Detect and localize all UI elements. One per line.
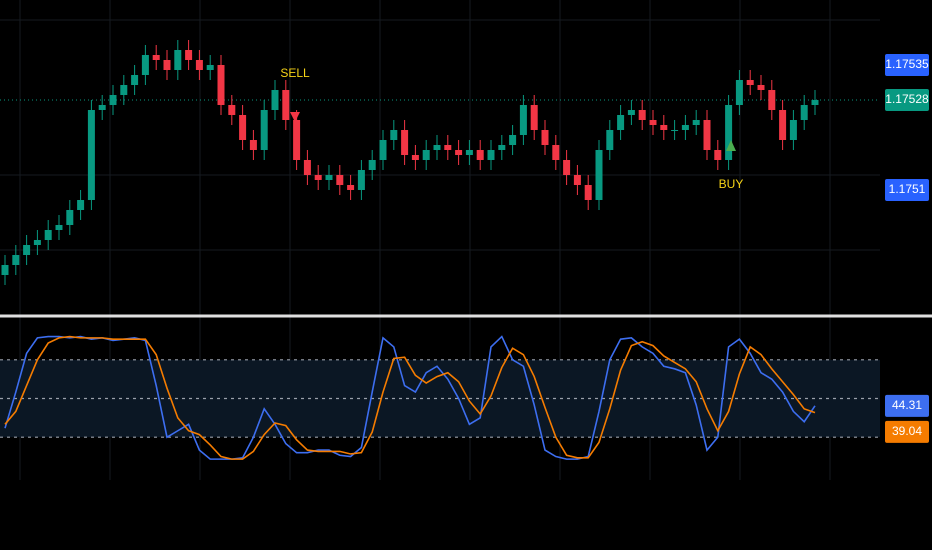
- price-badge-label: 1.17535: [885, 57, 929, 71]
- value-badge: [885, 394, 929, 417]
- candle-body: [303, 160, 311, 175]
- candle-body: [109, 95, 117, 105]
- candle-body: [671, 130, 679, 131]
- candle-body: [530, 105, 538, 130]
- candle-body: [249, 140, 257, 150]
- candle-body: [23, 245, 31, 255]
- signal-label: BUY: [719, 177, 744, 191]
- candle-body: [573, 175, 581, 185]
- candle-body: [411, 155, 419, 160]
- signal-label: SELL: [280, 66, 310, 80]
- candle-body: [617, 115, 625, 130]
- candle-body: [627, 110, 635, 115]
- candle-body: [282, 90, 290, 120]
- candle-body: [584, 185, 592, 200]
- candle-body: [239, 115, 247, 140]
- stoch-line: [4, 335, 816, 460]
- candle-body: [800, 105, 808, 120]
- candle-body: [779, 110, 787, 140]
- candle-body: [811, 100, 819, 105]
- candle-body: [314, 175, 322, 180]
- candle-body: [228, 105, 236, 115]
- band-fill: [0, 359, 880, 438]
- value-badge-label: 44.31: [892, 398, 922, 412]
- candle-body: [357, 170, 365, 190]
- candle-body: [444, 145, 452, 150]
- candle-body: [422, 150, 430, 160]
- candle-body: [12, 255, 20, 265]
- candle-body: [433, 145, 441, 150]
- candle-body: [541, 130, 549, 145]
- price-badge: [885, 89, 929, 111]
- price-badge: [885, 179, 929, 201]
- candle-body: [44, 230, 52, 240]
- candle-body: [606, 130, 614, 150]
- candle-body: [174, 50, 182, 70]
- candle-body: [33, 240, 41, 245]
- candle-body: [476, 150, 484, 160]
- candle-body: [487, 150, 495, 160]
- candle-body: [260, 110, 268, 150]
- candle-body: [725, 105, 733, 160]
- candle-body: [87, 110, 95, 200]
- candle-body: [552, 145, 560, 160]
- candle-body: [498, 145, 506, 150]
- candle-body: [746, 80, 754, 85]
- candle-body: [271, 90, 279, 110]
- candle-body: [325, 175, 333, 180]
- candle-body: [1, 265, 9, 275]
- candle-body: [390, 130, 398, 140]
- candle-body: [638, 110, 646, 120]
- candle-body: [131, 75, 139, 85]
- candle-body: [217, 65, 225, 105]
- signal-marker: [726, 140, 736, 151]
- candle-body: [206, 65, 214, 70]
- candle-body: [347, 185, 355, 190]
- candle-body: [293, 120, 301, 160]
- candle-body: [714, 150, 722, 160]
- value-badge-label: 39.04: [892, 424, 922, 438]
- candle-body: [152, 55, 160, 60]
- candle-body: [735, 80, 743, 105]
- price-badge: [885, 54, 929, 76]
- candle-body: [401, 130, 409, 155]
- candle-body: [595, 150, 603, 200]
- candle-body: [563, 160, 571, 175]
- candle-body: [455, 150, 463, 155]
- candle-body: [141, 55, 149, 75]
- value-badge: [885, 420, 929, 443]
- candle-body: [120, 85, 128, 95]
- candle-body: [649, 120, 657, 125]
- candle-body: [55, 225, 63, 230]
- candle-body: [703, 120, 711, 150]
- candle-body: [185, 50, 193, 60]
- candle-body: [379, 140, 387, 160]
- candle-body: [163, 60, 171, 70]
- candle-body: [368, 160, 376, 170]
- candle-body: [660, 125, 668, 130]
- signal-marker: [290, 112, 300, 122]
- candle-body: [768, 90, 776, 110]
- candle-body: [692, 120, 700, 125]
- candle-body: [519, 105, 527, 135]
- candle-body: [757, 85, 765, 90]
- candle-body: [336, 175, 344, 185]
- candle-body: [195, 60, 203, 70]
- price-badge-label: 1.17528: [885, 92, 929, 106]
- price-badge-label: 1.1751: [889, 182, 926, 196]
- candle-body: [509, 135, 517, 145]
- candle-body: [77, 200, 85, 210]
- candle-body: [789, 120, 797, 140]
- candle-body: [98, 105, 106, 110]
- candle-body: [66, 210, 74, 225]
- candle-body: [681, 125, 689, 130]
- candle-body: [465, 150, 473, 155]
